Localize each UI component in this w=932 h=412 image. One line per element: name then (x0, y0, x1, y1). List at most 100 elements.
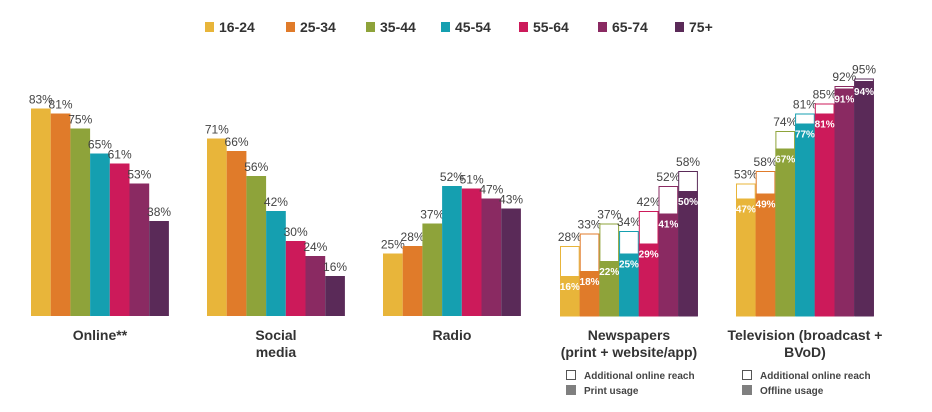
bar-fill (579, 271, 600, 316)
bar (129, 183, 150, 316)
group-label-line: Newspapers (588, 327, 671, 343)
bar-inner-label: 41% (658, 220, 678, 231)
bar (501, 208, 521, 316)
group-label-line: Online** (73, 327, 128, 343)
bar-value-label: 33% (578, 218, 602, 232)
bar (31, 108, 51, 316)
group-label: Social media (255, 327, 296, 360)
bar-value-label: 81% (49, 98, 73, 112)
legend-label: 75+ (689, 19, 713, 35)
bar-value-label: 42% (264, 195, 288, 209)
legend-item: 45-54 (441, 19, 491, 35)
bar-fill (736, 198, 756, 316)
bar-value-label: 85% (813, 88, 837, 102)
bar-value-label: 71% (205, 123, 229, 137)
legend-label: 25-34 (300, 19, 336, 35)
legend-label: 16-24 (219, 19, 255, 35)
legend-item: 55-64 (519, 19, 569, 35)
bar-value-label: 42% (637, 195, 661, 209)
bar-value-label: 52% (440, 170, 464, 184)
bar-value-label: 92% (832, 70, 856, 84)
bar-inner-label: 67% (775, 155, 795, 166)
bar-group: 16% 28% 18% 33% 22% 37% 25% 34% 29% 42% 41% 52% 50% 5… (558, 155, 701, 397)
stacked-note: Additional online reach Offline usage (742, 370, 871, 397)
bar (90, 153, 110, 316)
bar-fill (619, 253, 639, 316)
group-label: Online** (73, 327, 128, 343)
bar (442, 186, 462, 316)
bar (461, 188, 482, 316)
bar-inner-label: 25% (619, 260, 639, 271)
bar-fill (638, 243, 659, 316)
bar-group: 47%53%49%58%67%74%77%81%81%85%91%92%94%9… (727, 63, 882, 398)
bar-value-label: 83% (29, 93, 53, 107)
bar-value-label: 58% (754, 155, 778, 169)
legend-swatch (205, 22, 214, 32)
bar-fill (678, 191, 698, 316)
bar (266, 211, 286, 316)
bar-value-label: 53% (734, 168, 758, 182)
legend-swatch (366, 22, 375, 32)
note-fill-label: Print usage (584, 386, 639, 397)
group-label-line: (print + website/app) (561, 344, 698, 360)
note-outline-label: Additional online reach (584, 371, 695, 382)
bar-inner-label: 50% (678, 197, 698, 208)
bar (50, 113, 71, 316)
bar-fill (755, 193, 776, 316)
bar-value-label: 30% (284, 225, 308, 239)
legend-item: 75+ (675, 19, 713, 35)
legend-item: 25-34 (286, 19, 336, 35)
bar-value-label: 28% (558, 230, 582, 244)
bar-group: 83%81%75% 65%61% 53% 38% Online** (29, 93, 172, 344)
bar-value-label: 37% (420, 208, 444, 222)
bar-value-label: 81% (793, 98, 817, 112)
bar-inner-label: 94% (854, 87, 874, 98)
bar-inner-label: 47% (736, 205, 756, 216)
bar-value-label: 56% (244, 160, 268, 174)
note-fill-swatch (742, 385, 752, 395)
bar-inner-label: 77% (795, 130, 815, 141)
legend-swatch (598, 22, 607, 32)
bar (383, 253, 403, 316)
bar-fill (795, 123, 815, 316)
bar-value-label: 53% (127, 168, 151, 182)
bar (305, 256, 326, 316)
note-fill-label: Offline usage (760, 386, 824, 397)
bar-inner-label: 29% (639, 250, 659, 261)
bar-fill (814, 113, 835, 316)
bar-inner-label: 18% (580, 277, 600, 288)
bar-fill (775, 148, 796, 316)
legend-label: 45-54 (455, 19, 491, 35)
note-fill-swatch (566, 385, 576, 395)
stacked-note: Additional online reach Print usage (566, 370, 695, 397)
group-label-line: BVoD) (784, 344, 826, 360)
bar (325, 276, 345, 316)
bar-value-label: 34% (617, 215, 641, 229)
bar-value-label: 65% (88, 138, 112, 152)
bar-value-label: 61% (108, 148, 132, 162)
bar-value-label: 43% (499, 193, 523, 207)
bar-group: 25%28% 37% 52%51%47%43% Radio (381, 170, 524, 343)
group-label: Radio (433, 327, 472, 343)
bar-value-label: 38% (147, 205, 171, 219)
bar-value-label: 47% (479, 183, 503, 197)
bar-value-label: 52% (656, 170, 680, 184)
bar (481, 198, 502, 316)
bar-value-label: 51% (460, 173, 484, 187)
bar (402, 246, 423, 316)
group-label-line: Television (broadcast + (727, 327, 882, 343)
group-label-line: Social (255, 327, 296, 343)
bar-value-label: 74% (773, 115, 797, 129)
bar (70, 128, 91, 316)
bar-fill (658, 213, 679, 316)
legend-label: 65-74 (612, 19, 648, 35)
group-label-line: media (256, 344, 297, 360)
bar-value-label: 66% (225, 135, 249, 149)
bar-value-label: 95% (852, 63, 876, 77)
bar-group: 71%66% 56% 42% 30%24% 16% Social media (205, 123, 348, 361)
bar-fill (560, 276, 580, 316)
legend-swatch (441, 22, 450, 32)
bar-inner-label: 49% (756, 200, 776, 211)
bar-value-label: 25% (381, 238, 405, 252)
